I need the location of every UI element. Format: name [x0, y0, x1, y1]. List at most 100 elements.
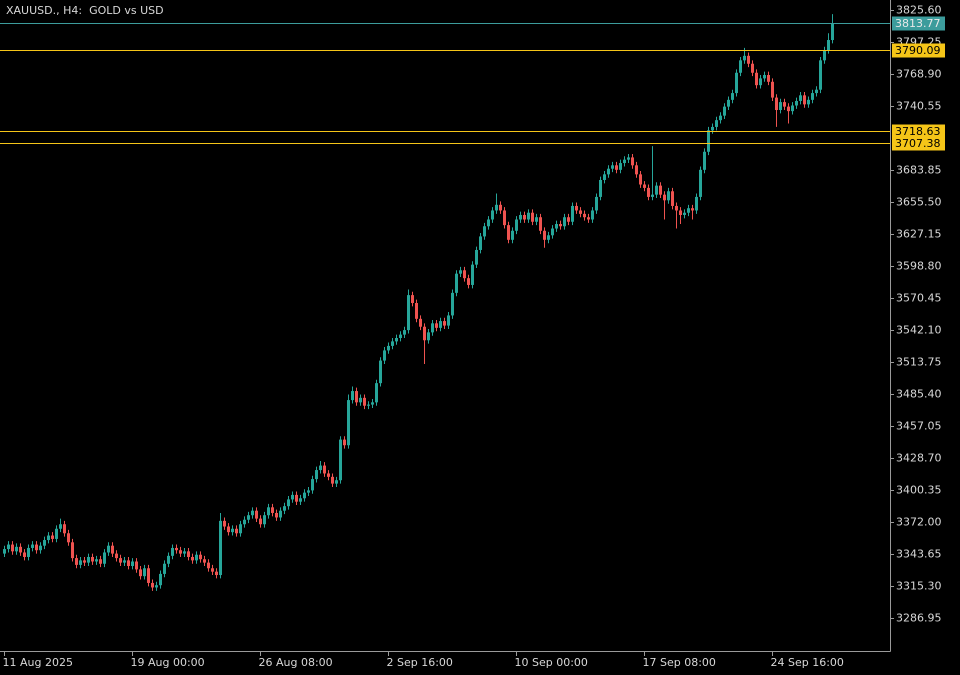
candle-body	[539, 217, 542, 231]
candle-body	[683, 212, 686, 215]
candle-body	[387, 345, 390, 351]
candle-body	[711, 126, 714, 131]
candle-body	[235, 528, 238, 534]
chart-title: XAUUSD., H4: GOLD vs USD	[6, 4, 164, 17]
x-tick-label: 26 Aug 08:00	[259, 656, 333, 669]
candle-body	[27, 547, 30, 557]
y-tick-label: 3343.65	[896, 548, 942, 561]
candle-body	[59, 524, 62, 529]
candle-body	[267, 507, 270, 516]
candle-body	[619, 163, 622, 170]
candle-body	[111, 545, 114, 554]
candle-body	[107, 545, 110, 553]
candle-body	[343, 439, 346, 446]
candle-body	[659, 185, 662, 195]
candle-body	[723, 106, 726, 116]
candle-body	[23, 552, 26, 557]
candle-body	[643, 184, 646, 188]
candle-body	[367, 404, 370, 406]
price-level-badge	[892, 16, 945, 31]
candle-body	[291, 494, 294, 500]
price-level-label: 3790.09	[895, 44, 941, 57]
candle-body	[187, 551, 190, 557]
candle-body	[439, 321, 442, 328]
candle-body	[651, 194, 654, 197]
candle-body	[491, 210, 494, 220]
candle-body	[731, 93, 734, 100]
x-tick-label: 19 Aug 00:00	[131, 656, 205, 669]
candle-body	[803, 95, 806, 105]
candle-body	[151, 582, 154, 588]
candle-body	[543, 230, 546, 240]
candle-body	[591, 210, 594, 220]
price-level-label: 3718.63	[895, 125, 941, 138]
candle-body	[811, 93, 814, 100]
candle-body	[635, 165, 638, 175]
candle-body	[299, 498, 302, 502]
candle-body	[507, 225, 510, 240]
candle-body	[707, 130, 710, 152]
y-tick-label: 3598.80	[896, 260, 942, 273]
plot-area	[3, 14, 834, 591]
y-tick-label: 3457.05	[896, 420, 942, 433]
candle-body	[759, 78, 762, 86]
candle-body	[419, 318, 422, 327]
candle-body	[807, 99, 810, 105]
price-level-badge	[892, 136, 945, 151]
y-tick-label: 3400.35	[896, 484, 942, 497]
candle-body	[435, 323, 438, 328]
candle-body	[447, 315, 450, 326]
candle-body	[295, 494, 298, 502]
candle-body	[679, 210, 682, 215]
candle-body	[559, 224, 562, 227]
candle-body	[631, 157, 634, 166]
candle-body	[275, 512, 278, 518]
candle-body	[607, 168, 610, 175]
candle-body	[11, 544, 14, 552]
candle-body	[75, 558, 78, 565]
candle-body	[595, 196, 598, 211]
candle-body	[639, 174, 642, 185]
candle-body	[695, 196, 698, 211]
candle-body	[139, 569, 142, 577]
candle-body	[599, 179, 602, 197]
candle-body	[347, 400, 350, 446]
price-level-label: 3813.77	[895, 17, 941, 30]
candle-body	[823, 50, 826, 61]
candle-body	[131, 561, 134, 567]
price-level-badge	[892, 43, 945, 58]
candle-body	[219, 520, 222, 576]
candle-body	[331, 476, 334, 484]
candle-body	[463, 270, 466, 279]
x-tick-label: 17 Sep 08:00	[643, 656, 716, 669]
candle-body	[147, 568, 150, 583]
candle-body	[515, 219, 518, 231]
candle-body	[671, 191, 674, 206]
candle-body	[815, 89, 818, 94]
candle-body	[375, 383, 378, 403]
y-tick-label: 3655.50	[896, 196, 942, 209]
candle-body	[623, 159, 626, 164]
y-tick-label: 3825.60	[896, 4, 942, 17]
candle-body	[615, 165, 618, 170]
candle-body	[371, 402, 374, 405]
candle-body	[199, 554, 202, 560]
candle-body	[779, 102, 782, 111]
y-tick-label: 3485.40	[896, 388, 942, 401]
candle-body	[819, 60, 822, 90]
candle-body	[687, 208, 690, 213]
candle-body	[271, 507, 274, 513]
candle-body	[183, 551, 186, 554]
candle-body	[3, 549, 6, 554]
candle-body	[603, 174, 606, 180]
candle-body	[563, 217, 566, 227]
candle-body	[379, 360, 382, 384]
candle-body	[443, 321, 446, 326]
candle-body	[323, 465, 326, 474]
candle-body	[827, 40, 830, 51]
y-tick-label: 3286.95	[896, 612, 942, 625]
candle-body	[791, 105, 794, 112]
